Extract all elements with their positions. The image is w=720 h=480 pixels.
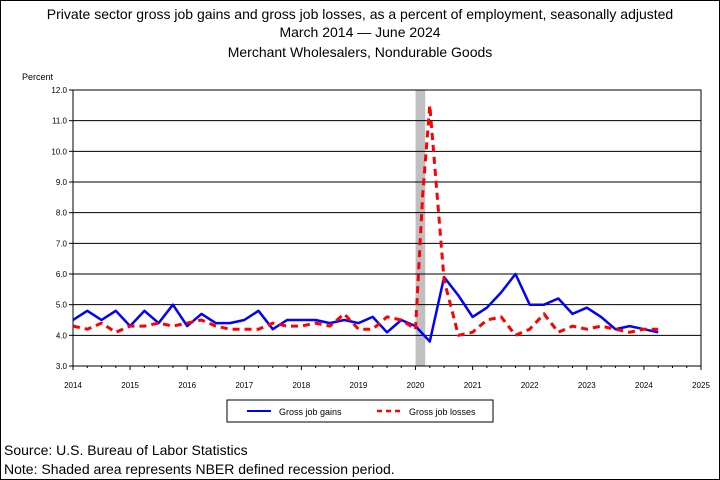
recession-note: Note: Shaded area represents NBER define… [4,461,395,477]
series-line-gross-job-losses [72,103,659,337]
y-tick-label: 11.0 [52,117,68,126]
x-tick-label: 2020 [407,381,425,390]
legend-box [226,399,494,423]
source-note: Source: U.S. Bureau of Labor Statistics [4,442,248,458]
chart-title: Private sector gross job gains and gross… [46,6,674,22]
x-tick-label: 2017 [235,381,253,390]
series-line-gross-job-gains [72,272,659,343]
y-tick-label: 4.0 [56,331,68,340]
x-tick-label: 2019 [350,381,368,390]
x-tick-label: 2014 [64,381,82,390]
x-tick-label: 2023 [578,381,596,390]
x-tick-label: 2016 [178,381,196,390]
y-tick-label: 3.0 [56,362,68,371]
y-tick-label: 7.0 [56,239,68,248]
x-tick-label: 2018 [292,381,310,390]
x-tick-label: 2022 [521,381,539,390]
legend: Gross job gains Gross job losses [226,399,494,423]
y-tick-label: 9.0 [56,178,68,187]
y-tick-label: 5.0 [56,301,68,310]
y-axis-label: Percent [22,72,54,82]
y-tick-label: 10.0 [51,147,67,156]
y-tick-label: 8.0 [56,209,68,218]
x-tick-label: 2025 [692,381,710,390]
plot-area-border [72,89,702,367]
x-tick-label: 2021 [464,381,482,390]
chart-subtitle-industry: Merchant Wholesalers, Nondurable Goods [227,44,493,60]
x-tick-label: 2015 [121,381,139,390]
legend-label: Gross job gains [279,407,342,417]
x-tick-label: 2024 [635,381,653,390]
chart-subtitle: March 2014 — June 2024 [279,24,441,40]
line-chart: 3.0 4.0 5.0 6.0 7.0 8.0 9.0 10.0 11.0 12.0 2014 201… [51,86,710,423]
y-tick-label: 12.0 [51,86,67,95]
legend-label: Gross job losses [409,407,476,417]
y-tick-label: 6.0 [56,270,68,279]
